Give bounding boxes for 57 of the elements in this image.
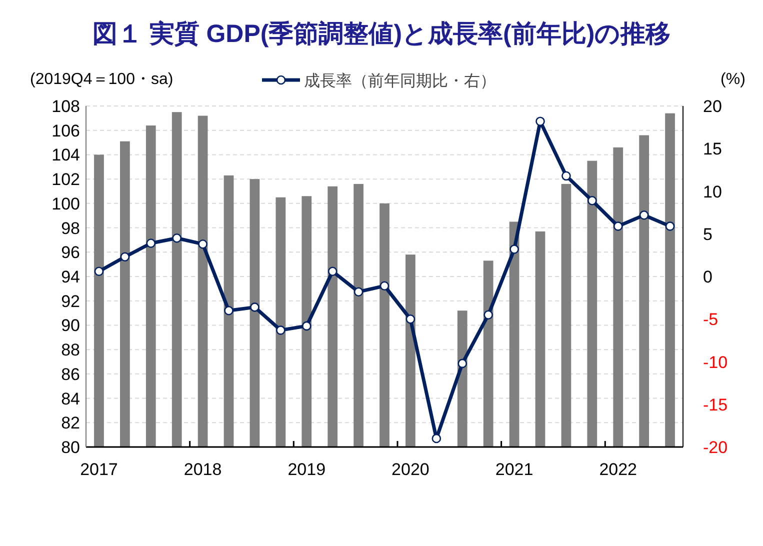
y2-tick-label: 5 xyxy=(703,224,712,244)
x-tick-label: 2022 xyxy=(599,460,638,479)
chart-title: 図１ 実質 GDP(季節調整値)と成長率(前年比)の推移 xyxy=(92,20,671,48)
y-tick-label: 102 xyxy=(52,170,80,190)
y-tick-label: 84 xyxy=(61,389,80,408)
point xyxy=(146,238,156,248)
point xyxy=(639,210,649,220)
point xyxy=(665,222,675,231)
y-tick-label: 94 xyxy=(61,268,80,286)
y2-tick-label: 0 xyxy=(703,268,712,286)
point xyxy=(588,196,597,206)
point xyxy=(510,244,519,254)
point xyxy=(354,287,364,296)
legend-label: 成長率（前年同期比・右） xyxy=(304,72,496,90)
y2-tick-label: -10 xyxy=(703,352,728,372)
x-tick-label: 2020 xyxy=(392,460,430,479)
y-tick-label: 106 xyxy=(52,121,80,140)
y-tick-label: 98 xyxy=(61,218,80,238)
point xyxy=(276,326,286,335)
y2-axis-title: (%) xyxy=(720,71,746,88)
y2-tick-label: 10 xyxy=(703,182,722,202)
x-tick-label: 2018 xyxy=(184,460,222,479)
point xyxy=(536,116,545,126)
y-tick-label: 92 xyxy=(61,292,80,311)
point xyxy=(328,266,338,276)
point xyxy=(302,321,312,331)
y-tick-label: 80 xyxy=(61,438,80,457)
y-tick-label: 88 xyxy=(61,340,80,360)
point xyxy=(406,314,416,324)
y-tick-label: 108 xyxy=(52,97,80,116)
point xyxy=(458,358,468,368)
y-tick-label: 104 xyxy=(52,146,80,165)
point xyxy=(432,434,442,444)
x-tick-label: 2019 xyxy=(288,460,326,479)
point xyxy=(94,266,104,276)
y-axis-title: (2019Q4＝100・sa) xyxy=(30,71,174,88)
y2-tick-label: -20 xyxy=(703,438,728,457)
y2-tick-label: 15 xyxy=(703,140,722,159)
y2-tick-label: -5 xyxy=(703,310,718,330)
point xyxy=(224,306,234,316)
point xyxy=(380,281,390,291)
x-tick-label: 2017 xyxy=(80,460,118,479)
y2-tick-label: 20 xyxy=(703,97,722,116)
point xyxy=(198,239,208,249)
y-tick-label: 86 xyxy=(61,364,80,384)
y2-tick-label: -15 xyxy=(703,395,728,414)
y-tick-label: 100 xyxy=(52,194,80,214)
point xyxy=(613,222,623,231)
point xyxy=(250,302,260,312)
y-tick-label: 82 xyxy=(61,414,80,433)
y-tick-label: 90 xyxy=(61,316,80,336)
x-tick-label: 2021 xyxy=(495,460,534,479)
point xyxy=(172,233,182,243)
point xyxy=(120,252,130,262)
y-tick-label: 96 xyxy=(61,243,80,262)
point xyxy=(484,310,493,320)
point xyxy=(562,171,571,181)
